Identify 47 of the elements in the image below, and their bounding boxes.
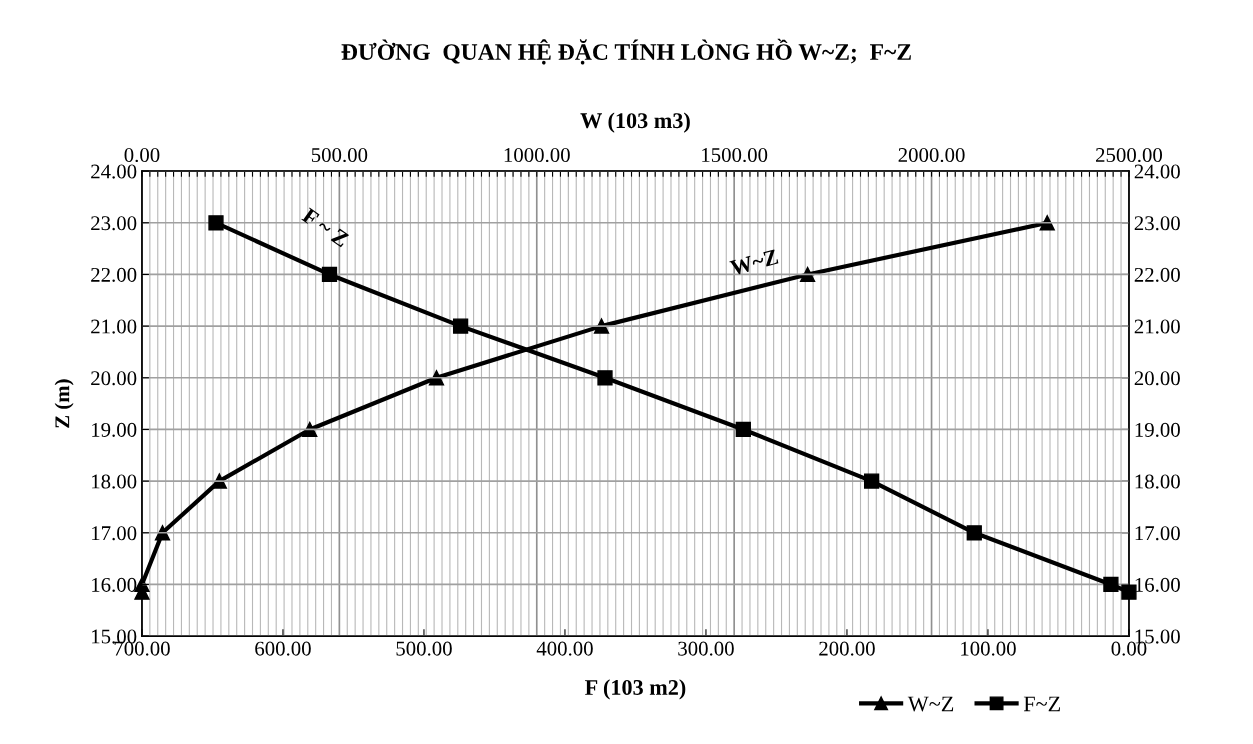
y-tick-label: 20.00 bbox=[91, 371, 137, 386]
y-axis-title: Z (m) bbox=[54, 379, 74, 428]
y-tick-label: 16.00 bbox=[92, 577, 137, 592]
y-tick-label: 17.00 bbox=[92, 526, 137, 541]
y2-tick-label: 16.00 bbox=[1135, 577, 1180, 592]
x2-tick-label: 500.00 bbox=[311, 147, 368, 163]
x-tick-label: 600.00 bbox=[255, 641, 311, 656]
point bbox=[966, 525, 982, 541]
chart-title: ĐƯỜNG QUAN HỆ ĐẶC TÍNH LÒNG HỒ W~Z; F~Z bbox=[341, 38, 911, 65]
annotation: F ~ Z bbox=[301, 207, 350, 248]
y2-tick-label: 20.00 bbox=[1134, 371, 1180, 386]
point bbox=[452, 318, 469, 334]
point bbox=[1121, 584, 1137, 600]
point bbox=[597, 370, 613, 386]
y2-tick-label: 22.00 bbox=[1134, 267, 1180, 282]
x2-tick-label: 1500.00 bbox=[702, 147, 768, 163]
x2-tick-label: 1000.00 bbox=[504, 147, 570, 163]
legend-label: W~Z bbox=[907, 696, 954, 712]
point bbox=[735, 421, 751, 438]
y-tick-label: 21.00 bbox=[91, 319, 137, 334]
x2-tick-label: 0.00 bbox=[124, 147, 160, 163]
x-tick-label: 500.00 bbox=[396, 641, 452, 656]
point bbox=[321, 266, 338, 283]
y2-tick-label: 21.00 bbox=[1134, 319, 1180, 334]
y-tick-label: 19.00 bbox=[92, 422, 137, 437]
x-tick-label: 200.00 bbox=[819, 641, 875, 656]
y-tick-label: 24.00 bbox=[91, 164, 137, 179]
point bbox=[863, 473, 880, 489]
x-tick-label: 400.00 bbox=[536, 641, 593, 656]
y-tick-label: 18.00 bbox=[92, 474, 137, 489]
legend-label: F~Z bbox=[1023, 696, 1060, 712]
point bbox=[208, 215, 224, 231]
y-tick-label: 22.00 bbox=[91, 267, 137, 282]
y2-tick-label: 18.00 bbox=[1135, 474, 1180, 489]
y-tick-label: 23.00 bbox=[91, 216, 137, 231]
y2-tick-label: 19.00 bbox=[1135, 422, 1180, 437]
x-axis-title: F (103 m2) bbox=[585, 679, 686, 700]
y2-tick-label: 23.00 bbox=[1134, 216, 1180, 231]
point bbox=[1103, 576, 1119, 593]
x-tick-label: 100.00 bbox=[961, 641, 1016, 656]
x-tick-label: 300.00 bbox=[678, 641, 734, 656]
x2-tick-label: 2500.00 bbox=[1096, 147, 1163, 163]
annotation: W~Z bbox=[729, 249, 779, 276]
y2-tick-label: 17.00 bbox=[1135, 526, 1180, 541]
x2-axis-title: W (103 m3) bbox=[580, 112, 690, 133]
x2-tick-label: 2000.00 bbox=[898, 147, 965, 163]
y2-tick-label: 24.00 bbox=[1134, 164, 1180, 179]
